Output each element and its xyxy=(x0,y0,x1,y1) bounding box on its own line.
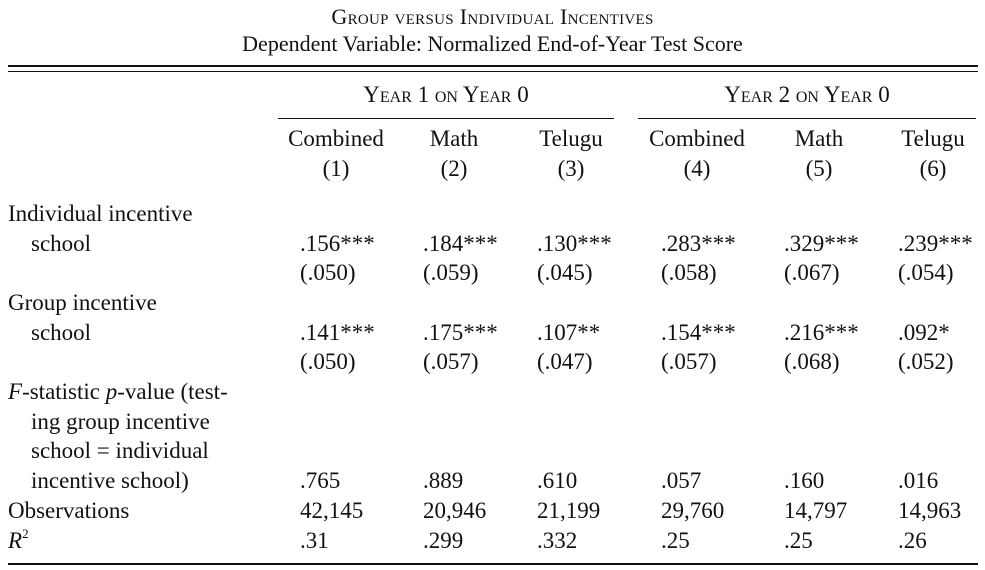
cell-ftest-pvalue-col2: .889 xyxy=(423,468,464,493)
cell-group-se-col3: (.047) xyxy=(537,349,593,374)
cell-observations-col1: 42,145 xyxy=(300,498,364,523)
cell-observations-col6: 14,963 xyxy=(898,498,962,523)
cell-group-coef-col6: .092* xyxy=(898,320,950,345)
cell-group-coef-col5: .216*** xyxy=(784,320,859,345)
cell-ftest-pvalue-col1: .765 xyxy=(300,468,341,493)
cell-individual-coef-col5: .329*** xyxy=(784,231,859,256)
stub-r2-sup: 2 xyxy=(22,526,29,541)
cell-ftest-pvalue-col3: .610 xyxy=(537,468,578,493)
column-header-name-3: Telugu xyxy=(539,126,603,151)
column-header-name-1: Combined xyxy=(288,126,384,151)
cell-r2-col2: .299 xyxy=(423,528,464,553)
cell-ftest-pvalue-col5: .160 xyxy=(784,468,825,493)
column-header-number-2: (2) xyxy=(440,156,468,181)
cell-ftest-pvalue-col4: .057 xyxy=(661,468,702,493)
column-header-number-5: (5) xyxy=(805,156,833,181)
stub-ftest-2: ing group incentive xyxy=(31,409,210,434)
cell-group-se-col6: (.052) xyxy=(898,349,954,374)
cell-r2-col6: .26 xyxy=(898,528,927,553)
stub-ftest-a: -statistic xyxy=(22,379,106,404)
stub-individual-1: Individual incentive xyxy=(8,201,193,226)
column-header-name-5: Math xyxy=(794,126,844,151)
stub-ftest-3: school = individual xyxy=(31,438,209,463)
cell-group-se-col1: (.050) xyxy=(300,349,356,374)
cell-ftest-pvalue-col6: .016 xyxy=(898,468,939,493)
group-header-year1: Year 1 on Year 0 xyxy=(363,82,529,107)
cell-group-coef-col4: .154*** xyxy=(661,320,736,345)
stub-ftest-f: F xyxy=(8,379,23,404)
stub-ftest-1: F-statistic p-value (test- xyxy=(8,379,228,405)
stub-ftest-b: -value (test- xyxy=(117,379,228,404)
cell-group-se-col5: (.068) xyxy=(784,349,840,374)
top-double-rule-1 xyxy=(8,65,978,67)
stub-r2: R2 xyxy=(8,526,29,554)
group-rule-year2 xyxy=(638,118,976,119)
column-header-name-6: Telugu xyxy=(901,126,965,151)
stub-observations: Observations xyxy=(8,498,130,523)
cell-individual-coef-col6: .239*** xyxy=(898,231,973,256)
column-header-number-3: (3) xyxy=(557,156,585,181)
cell-r2-col3: .332 xyxy=(537,528,578,553)
cell-observations-col4: 29,760 xyxy=(661,498,725,523)
stub-r2-r: R xyxy=(8,528,23,553)
group-rule-year1 xyxy=(278,118,614,119)
cell-group-se-col4: (.057) xyxy=(661,349,717,374)
cell-group-coef-col2: .175*** xyxy=(423,320,498,345)
column-header-name-2: Math xyxy=(429,126,479,151)
cell-observations-col2: 20,946 xyxy=(423,498,487,523)
cell-individual-se-col4: (.058) xyxy=(661,260,717,285)
cell-individual-coef-col1: .156*** xyxy=(300,231,375,256)
stub-ftest-p: p xyxy=(105,379,118,404)
stub-ftest-4: incentive school) xyxy=(31,468,189,493)
cell-observations-col3: 21,199 xyxy=(537,498,601,523)
cell-r2-col5: .25 xyxy=(784,528,813,553)
cell-group-coef-col1: .141*** xyxy=(300,320,375,345)
cell-individual-se-col2: (.059) xyxy=(423,260,479,285)
bottom-rule xyxy=(8,563,978,565)
column-header-number-6: (6) xyxy=(919,156,947,181)
cell-observations-col5: 14,797 xyxy=(784,498,848,523)
group-header-year2: Year 2 on Year 0 xyxy=(724,82,890,107)
cell-r2-col1: .31 xyxy=(300,528,329,553)
cell-individual-se-col6: (.054) xyxy=(898,260,954,285)
cell-individual-se-col1: (.050) xyxy=(300,260,356,285)
top-double-rule-2 xyxy=(8,71,978,72)
cell-individual-se-col3: (.045) xyxy=(537,260,593,285)
cell-individual-coef-col3: .130*** xyxy=(537,231,612,256)
cell-group-se-col2: (.057) xyxy=(423,349,479,374)
table-title: Group versus Individual Incentives xyxy=(331,4,654,29)
cell-group-coef-col3: .107** xyxy=(537,320,601,345)
stub-group-2: school xyxy=(31,320,92,345)
column-header-name-4: Combined xyxy=(649,126,745,151)
cell-individual-coef-col2: .184*** xyxy=(423,231,498,256)
stub-group-1: Group incentive xyxy=(8,290,157,315)
cell-r2-col4: .25 xyxy=(661,528,690,553)
column-header-number-1: (1) xyxy=(322,156,350,181)
table-subtitle: Dependent Variable: Normalized End-of-Ye… xyxy=(242,31,743,56)
stub-individual-2: school xyxy=(31,231,92,256)
cell-individual-se-col5: (.067) xyxy=(784,260,840,285)
cell-individual-coef-col4: .283*** xyxy=(661,231,736,256)
column-header-number-4: (4) xyxy=(683,156,711,181)
